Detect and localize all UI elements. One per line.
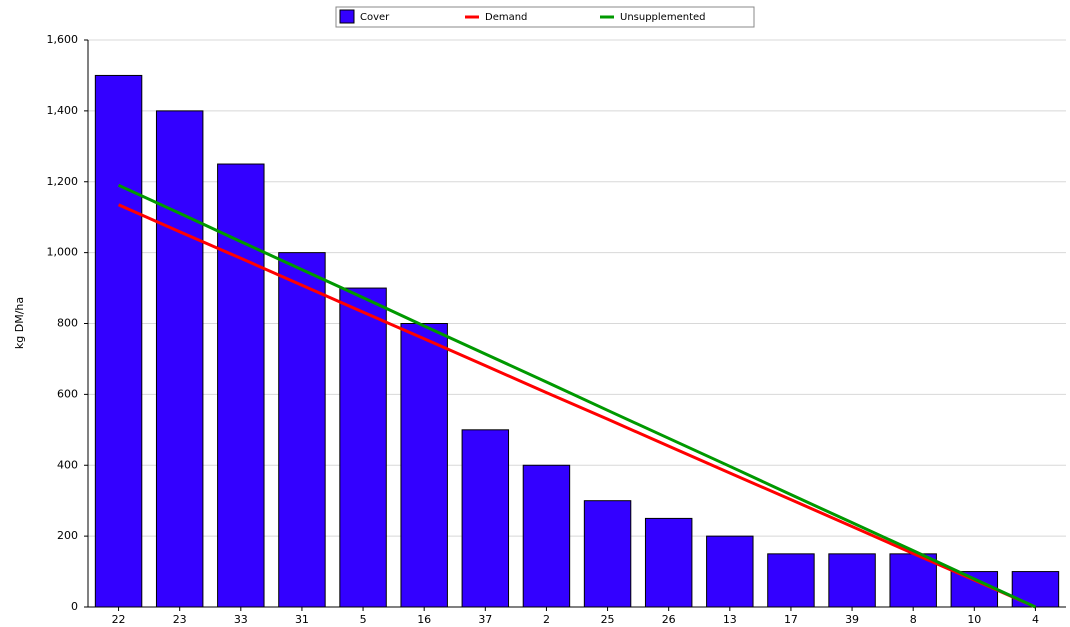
x-tick-label: 16 xyxy=(417,613,431,626)
bar xyxy=(217,163,265,608)
bar xyxy=(400,323,448,608)
bar xyxy=(278,252,326,608)
bar xyxy=(1011,571,1060,608)
bar xyxy=(583,500,632,608)
y-tick-label: 1,600 xyxy=(47,33,79,46)
x-tick-label: 17 xyxy=(784,613,798,626)
line xyxy=(117,183,1037,609)
x-tick-label: 33 xyxy=(234,613,248,626)
x-tick-label: 2 xyxy=(543,613,550,626)
legend: Cover Demand Unsupplemented xyxy=(335,6,755,28)
bar xyxy=(950,571,999,608)
x-tick-label: 25 xyxy=(601,613,615,626)
y-tick-label: 800 xyxy=(57,317,78,330)
y-tick-label: 600 xyxy=(57,387,78,400)
y-tick-label: 0 xyxy=(71,600,78,613)
legend-label: Unsupplemented xyxy=(620,12,705,23)
x-tick-label: 37 xyxy=(478,613,492,626)
x-tick-label: 13 xyxy=(723,613,737,626)
x-tick-label: 39 xyxy=(845,613,859,626)
bar xyxy=(461,429,510,608)
bar xyxy=(155,110,204,608)
bar xyxy=(339,287,387,608)
legend-label: Demand xyxy=(485,12,527,23)
bar xyxy=(94,74,143,608)
y-tick-label: 1,400 xyxy=(47,104,79,117)
legend-label: Cover xyxy=(360,12,390,23)
x-tick-label: 5 xyxy=(360,613,367,626)
x-tick-label: 26 xyxy=(662,613,676,626)
y-axis-label: kg DM/ha xyxy=(13,297,26,349)
x-tick-label: 31 xyxy=(295,613,309,626)
x-tick-label: 23 xyxy=(173,613,187,626)
legend-box xyxy=(335,6,755,28)
y-tick-label: 200 xyxy=(57,529,78,542)
legend-swatch xyxy=(339,9,355,24)
bar xyxy=(706,535,754,608)
bar xyxy=(644,517,693,608)
y-tick-label: 1,200 xyxy=(47,175,79,188)
bar xyxy=(767,553,815,608)
line xyxy=(117,203,1037,609)
bar xyxy=(522,464,571,608)
bar xyxy=(828,553,876,608)
y-tick-label: 1,000 xyxy=(47,246,79,259)
x-tick-label: 10 xyxy=(967,613,981,626)
x-tick-label: 22 xyxy=(112,613,126,626)
y-tick-label: 400 xyxy=(57,458,78,471)
x-tick-label: 8 xyxy=(910,613,917,626)
x-tick-label: 4 xyxy=(1032,613,1039,626)
